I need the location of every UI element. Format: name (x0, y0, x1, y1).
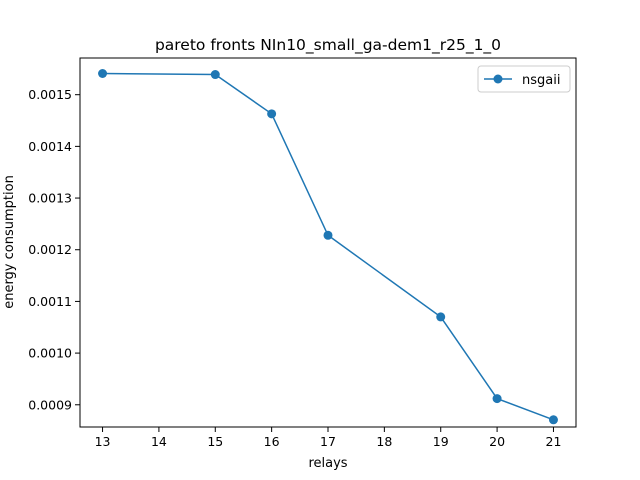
y-tick-label: 0.0010 (28, 346, 72, 361)
x-tick-label: 18 (376, 434, 392, 449)
chart-title: pareto fronts NIn10_small_ga-dem1_r25_1_… (155, 36, 501, 55)
legend-box (477, 65, 571, 93)
data-point (548, 415, 558, 425)
y-tick-label: 0.0015 (28, 87, 72, 102)
legend-marker (493, 74, 503, 84)
data-point (436, 312, 446, 322)
legend: nsgaii (477, 65, 571, 93)
x-tick-label: 19 (433, 434, 449, 449)
x-tick-label: 15 (207, 434, 223, 449)
data-point (267, 109, 277, 119)
x-axis-label: relays (308, 456, 347, 471)
y-axis-ticks: 0.0009 0.0010 0.0011 0.0012 0.0013 0.0014 0.00… (28, 87, 80, 412)
y-tick-label: 0.0014 (28, 139, 72, 154)
x-axis-ticks: 13 14 15 16 17 18 19 20 21 (95, 427, 562, 449)
y-tick-label: 0.0009 (28, 397, 72, 412)
x-tick-label: 14 (151, 434, 167, 449)
x-tick-label: 13 (95, 434, 111, 449)
data-point (323, 230, 333, 240)
data-point (98, 69, 108, 79)
x-tick-label: 21 (546, 434, 562, 449)
legend-label-nsgaii: nsgaii (522, 73, 560, 88)
series-layer (98, 69, 558, 425)
y-axis-label: energy consumption (2, 175, 17, 309)
x-tick-label: 20 (489, 434, 505, 449)
y-tick-label: 0.0013 (28, 191, 72, 206)
x-tick-label: 17 (320, 434, 336, 449)
data-point (492, 394, 502, 404)
y-tick-label: 0.0012 (28, 242, 72, 257)
plot-frame (79, 57, 577, 428)
data-point (210, 70, 220, 80)
x-tick-label: 16 (264, 434, 280, 449)
y-tick-label: 0.0011 (28, 294, 72, 309)
